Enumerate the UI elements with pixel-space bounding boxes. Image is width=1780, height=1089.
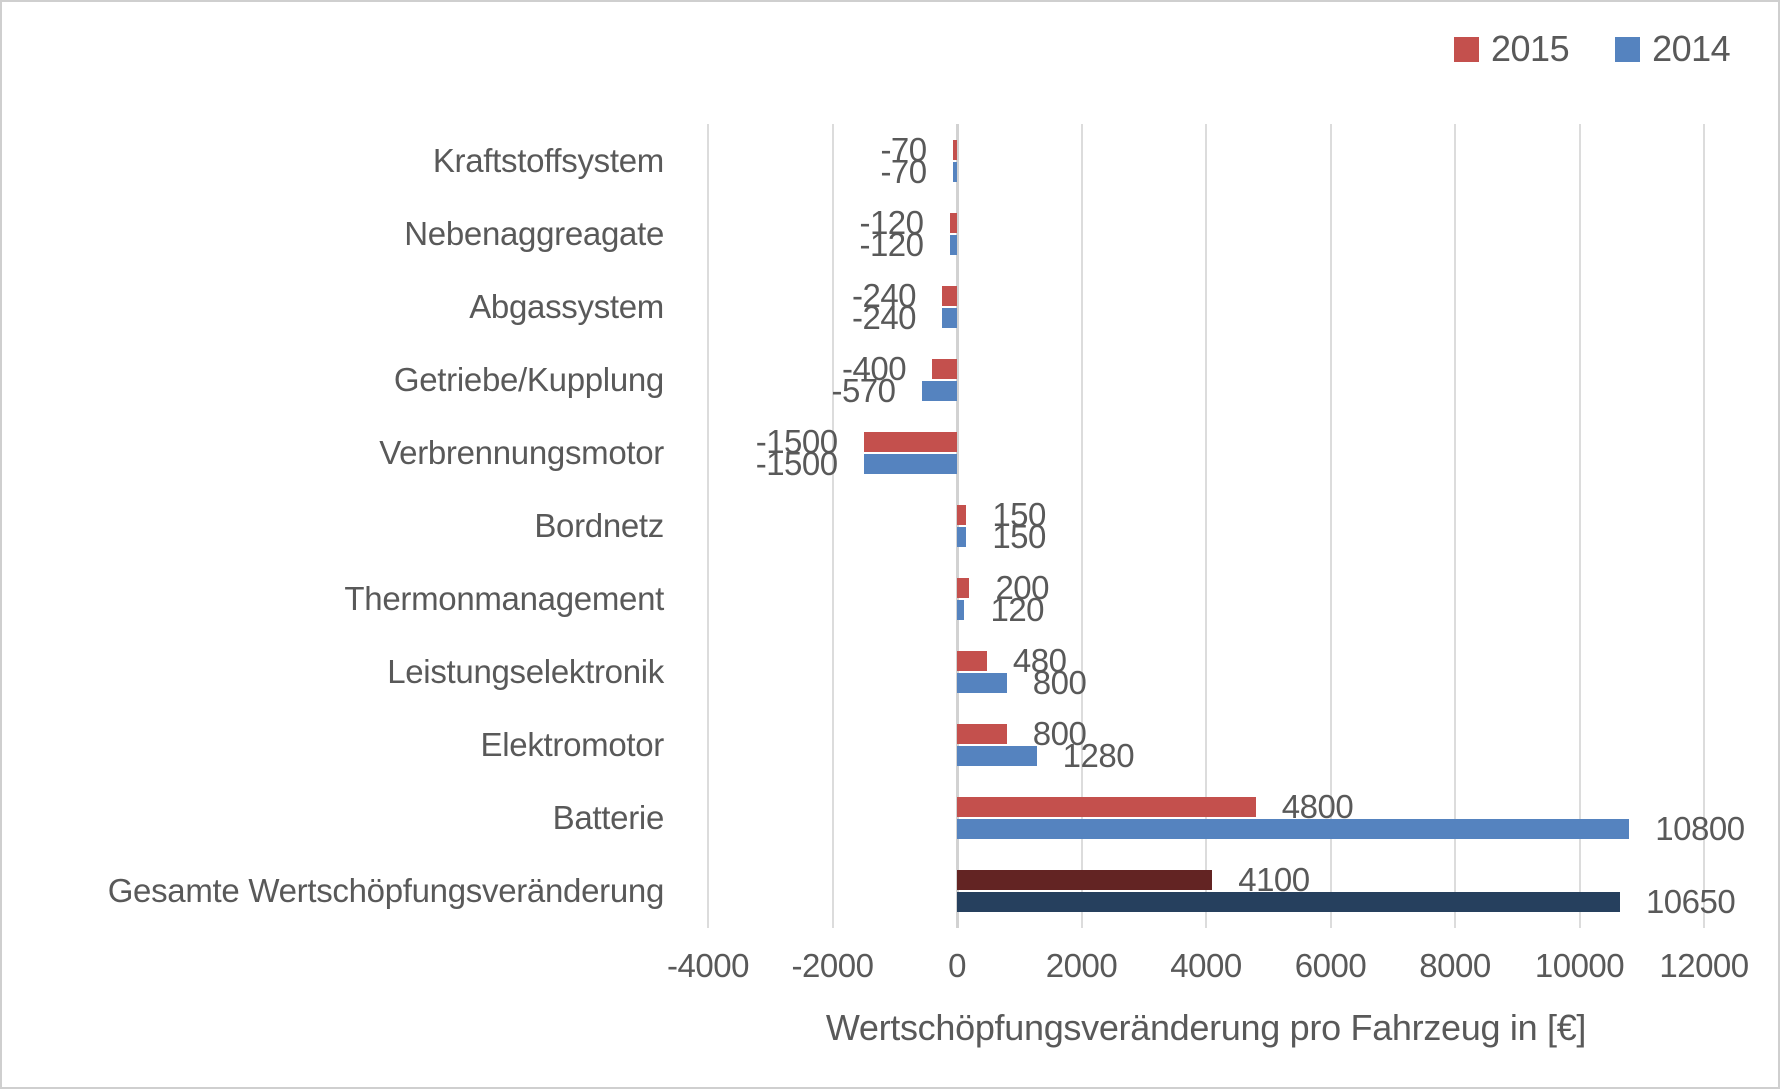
value-label-2015-2: -240 xyxy=(851,276,917,314)
legend-label-2015: 2015 xyxy=(1491,28,1570,69)
bar-2015-2 xyxy=(942,285,957,306)
value-label-2014-1: -120 xyxy=(859,225,924,263)
bar-2014-5 xyxy=(957,527,967,547)
x-tick-label: 4000 xyxy=(1170,947,1242,984)
bar-2014-9 xyxy=(957,819,1630,840)
x-tick-label: 6000 xyxy=(1294,947,1367,984)
bar-2015-8 xyxy=(957,724,1007,745)
category-label: Leistungselektronik xyxy=(387,653,664,691)
value-label-2014-0: -70 xyxy=(880,152,927,190)
bar-2015-5 xyxy=(957,505,967,525)
bar-2015-3 xyxy=(932,358,957,379)
value-label-2014-5: 150 xyxy=(992,518,1046,555)
bar-2014-2 xyxy=(942,307,957,328)
x-tick-label: 8000 xyxy=(1419,947,1491,984)
zero-axis-line xyxy=(956,124,959,928)
bar-2015-4 xyxy=(863,431,957,452)
bar-2014-4 xyxy=(863,453,957,474)
bar-2014-3 xyxy=(921,380,957,401)
legend-label-2014: 2014 xyxy=(1652,28,1731,69)
bar-2015-1 xyxy=(949,212,957,233)
value-label-2015-7: 480 xyxy=(1012,642,1067,680)
bar-2015-9 xyxy=(957,797,1256,818)
category-label: Abgassystem xyxy=(469,287,664,325)
gridline xyxy=(1205,124,1207,928)
value-label-2015-3: -400 xyxy=(842,349,907,387)
gridline xyxy=(1080,124,1083,928)
value-label-2014-4: -1500 xyxy=(755,444,838,482)
legend: 2015 2014 xyxy=(1454,28,1731,70)
gridline xyxy=(707,124,709,928)
value-label-2014-3: -570 xyxy=(831,371,896,409)
bar-2014-0 xyxy=(952,161,957,182)
category-label: Gesamte Wertschöpfungsveränderung xyxy=(107,872,665,910)
x-tick-label: 0 xyxy=(948,947,966,984)
x-tick-label: 2000 xyxy=(1045,947,1118,984)
x-tick-label: 12000 xyxy=(1659,947,1749,984)
bar-2015-0 xyxy=(952,139,957,160)
bar-2014-6 xyxy=(957,600,965,621)
category-label: Verbrennungsmotor xyxy=(379,433,664,471)
category-label: Batterie xyxy=(552,799,665,837)
gridline xyxy=(1578,124,1581,928)
category-label: Bordnetz xyxy=(534,507,664,544)
category-label: Thermonmanagement xyxy=(344,580,664,618)
bar-2014-10 xyxy=(957,892,1620,913)
gridline xyxy=(1454,124,1456,928)
x-tick-label: 10000 xyxy=(1534,947,1625,984)
legend-swatch-2015 xyxy=(1454,36,1479,62)
category-label: Kraftstoffsystem xyxy=(432,141,664,179)
value-label-2015-10: 4100 xyxy=(1238,861,1310,899)
value-label-2015-9: 4800 xyxy=(1281,788,1354,826)
value-label-2015-5: 150 xyxy=(992,496,1046,533)
legend-item-2015: 2015 xyxy=(1454,28,1570,70)
gridline xyxy=(1703,124,1705,928)
value-label-2015-4: -1500 xyxy=(755,422,838,460)
value-label-2014-8: 1280 xyxy=(1062,737,1135,775)
gridline xyxy=(831,124,834,928)
bar-2015-6 xyxy=(957,578,970,599)
value-label-2015-1: -120 xyxy=(859,203,924,241)
value-label-2014-6: 120 xyxy=(990,591,1045,629)
x-tick-label: -2000 xyxy=(791,947,874,984)
value-label-2015-0: -70 xyxy=(880,130,927,168)
category-label: Elektromotor xyxy=(480,726,665,764)
bar-2014-1 xyxy=(949,234,957,255)
category-label: Getriebe/Kupplung xyxy=(393,360,664,398)
value-label-2014-10: 10650 xyxy=(1645,883,1736,921)
x-axis-title: Wertschöpfungsveränderung pro Fahrzeug i… xyxy=(825,1007,1587,1048)
value-label-2014-9: 10800 xyxy=(1655,810,1745,848)
value-label-2015-8: 800 xyxy=(1032,715,1087,753)
bar-2015-10 xyxy=(957,870,1213,891)
bar-2014-8 xyxy=(957,746,1037,767)
bar-2014-7 xyxy=(957,673,1007,694)
x-tick-label: -4000 xyxy=(667,947,749,984)
value-label-2015-6: 200 xyxy=(995,569,1049,607)
category-label: Nebenaggreagate xyxy=(404,214,664,252)
legend-item-2014: 2014 xyxy=(1615,28,1731,70)
value-label-2014-7: 800 xyxy=(1032,664,1087,702)
gridline xyxy=(1329,124,1332,928)
bar-2015-7 xyxy=(957,651,987,672)
legend-swatch-2014 xyxy=(1615,36,1641,62)
value-label-2014-2: -240 xyxy=(851,298,917,336)
